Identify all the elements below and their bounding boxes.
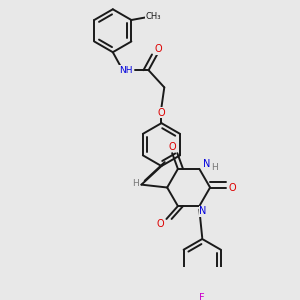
Text: N: N	[199, 206, 206, 216]
Text: N: N	[203, 159, 210, 169]
Text: H: H	[132, 179, 139, 188]
Text: O: O	[156, 219, 164, 229]
Text: O: O	[228, 182, 236, 193]
Text: CH₃: CH₃	[146, 12, 161, 21]
Text: O: O	[157, 108, 165, 118]
Text: F: F	[200, 293, 205, 300]
Text: NH: NH	[119, 66, 132, 75]
Text: O: O	[154, 44, 162, 54]
Text: O: O	[168, 142, 176, 152]
Text: H: H	[211, 163, 217, 172]
